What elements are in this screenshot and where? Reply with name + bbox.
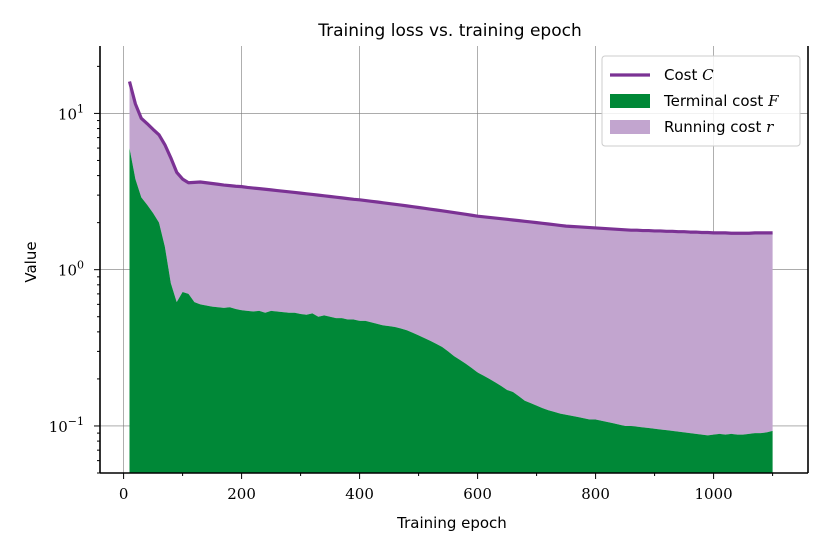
x-tick-label: 1000	[695, 485, 733, 503]
y-tick-exponent: −1	[68, 415, 84, 428]
y-tick-label: 100	[58, 259, 84, 280]
legend-label-symbol: C	[702, 66, 714, 84]
cost-line	[127, 81, 773, 235]
legend-label-text: Terminal cost	[663, 92, 768, 110]
legend-swatch-terminal-cost	[610, 94, 650, 108]
legend-label-text: Cost	[664, 66, 702, 84]
y-axis-label: Value	[22, 241, 40, 282]
legend-frame	[601, 55, 801, 147]
y-tick-base: 10	[49, 418, 68, 436]
y-tick-label: 10−1	[49, 415, 84, 436]
x-tick-label: 400	[345, 485, 374, 503]
y-tick-exponent: 0	[77, 259, 84, 272]
x-axis-label: Training epoch	[396, 514, 507, 532]
legend-label-text: Running cost	[664, 118, 766, 136]
running-cost-area	[129, 81, 773, 436]
chart-title: Training loss vs. training epoch	[317, 21, 581, 41]
x-tick-label: 600	[463, 485, 492, 503]
y-tick-base: 10	[58, 262, 77, 280]
legend-label: Cost C	[664, 66, 714, 84]
x-tick-label: 800	[581, 485, 610, 503]
legend-label: Running cost r	[664, 118, 774, 136]
data-areas	[129, 81, 773, 473]
y-tick-base: 10	[58, 105, 77, 123]
terminal-cost-area	[129, 148, 773, 473]
y-tick-label: 101	[58, 102, 84, 123]
legend-label: Terminal cost F	[663, 92, 779, 110]
data-lines	[127, 81, 773, 235]
y-tick-exponent: 1	[77, 102, 84, 115]
legend-label-symbol: r	[766, 118, 774, 136]
x-tick-label: 0	[119, 485, 129, 503]
x-tick-label: 200	[227, 485, 256, 503]
legend-swatch-running-cost	[610, 120, 650, 134]
legend-label-symbol: F	[767, 92, 779, 110]
